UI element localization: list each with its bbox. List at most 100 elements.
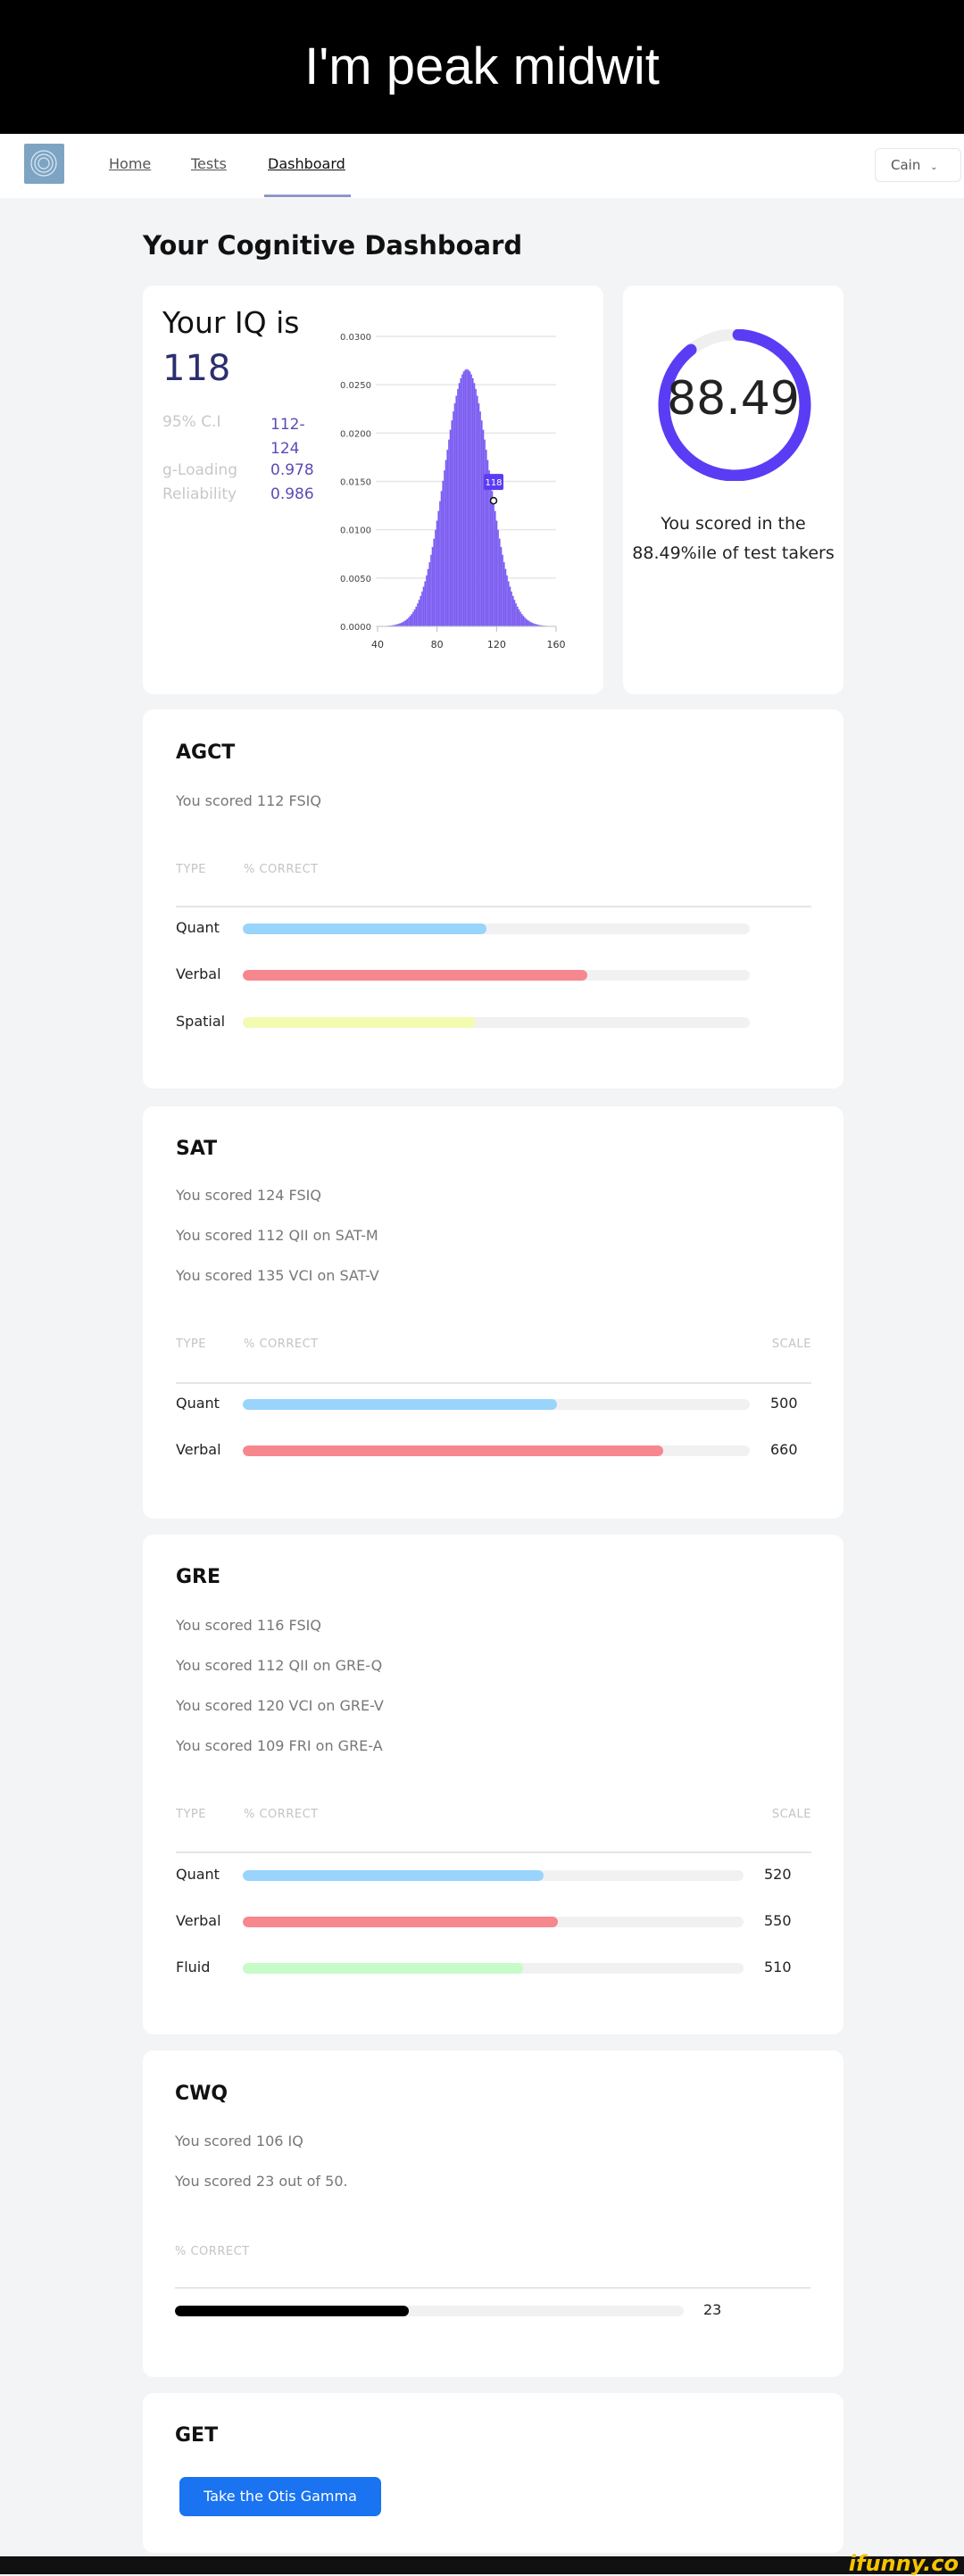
meme-caption: I'm peak midwit bbox=[0, 0, 964, 134]
y-tick-label: 0.0250 bbox=[340, 381, 371, 391]
distribution-bar bbox=[441, 491, 443, 626]
y-tick-label: 0.0000 bbox=[340, 623, 371, 633]
percentile-text-1: You scored in the bbox=[623, 514, 844, 534]
distribution-bar bbox=[461, 378, 462, 626]
distribution-bar bbox=[528, 621, 530, 626]
nav-tests[interactable]: Tests bbox=[191, 155, 227, 172]
distribution-bar bbox=[519, 609, 520, 626]
distribution-bar bbox=[526, 619, 528, 626]
progress-cwq bbox=[175, 2306, 684, 2316]
col-scale: SCALE bbox=[768, 1338, 811, 1351]
nav-dashboard[interactable]: Dashboard bbox=[268, 155, 345, 172]
gloading-value: 0.978 bbox=[270, 461, 314, 479]
y-tick-label: 0.0200 bbox=[340, 429, 371, 439]
divider bbox=[176, 906, 811, 907]
distribution-bar bbox=[517, 607, 519, 626]
distribution-bar bbox=[459, 383, 461, 626]
gre-card: GRE You scored 116 FSIQ You scored 112 Q… bbox=[143, 1535, 844, 2034]
sat-title: SAT bbox=[176, 1138, 217, 1160]
x-tick-label: 160 bbox=[547, 639, 566, 650]
y-tick-label: 0.0300 bbox=[340, 333, 371, 343]
distribution-bar bbox=[412, 612, 414, 626]
distribution-bar bbox=[472, 378, 474, 626]
distribution-bar bbox=[474, 383, 476, 626]
sat-line: You scored 112 QII on SAT-M bbox=[176, 1227, 378, 1244]
distribution-bar bbox=[452, 420, 453, 626]
distribution-bar bbox=[405, 620, 407, 626]
gre-line: You scored 109 FRI on GRE-A bbox=[176, 1737, 383, 1754]
distribution-bar bbox=[416, 607, 418, 626]
distribution-bar bbox=[411, 614, 413, 626]
agct-title: AGCT bbox=[176, 741, 235, 764]
watermark-bar: ifunny.co bbox=[0, 2556, 964, 2574]
scale-value: 500 bbox=[770, 1395, 798, 1412]
distribution-bar bbox=[447, 450, 449, 626]
progress-fill bbox=[243, 1399, 557, 1410]
distribution-bar bbox=[420, 596, 422, 626]
gloading-label: g-Loading bbox=[162, 461, 237, 479]
distribution-bar bbox=[445, 460, 447, 626]
distribution-bar bbox=[478, 403, 480, 626]
progress-quant bbox=[243, 1399, 750, 1410]
distribution-bar bbox=[475, 389, 477, 626]
progress-fill bbox=[243, 1445, 663, 1456]
distribution-bar bbox=[512, 596, 514, 626]
x-tick-label: 120 bbox=[487, 639, 506, 650]
progress-verbal bbox=[243, 1445, 750, 1456]
distribution-bar bbox=[488, 470, 490, 626]
distribution-bar bbox=[530, 622, 532, 626]
distribution-bar bbox=[484, 440, 486, 626]
sat-line: You scored 124 FSIQ bbox=[176, 1187, 321, 1204]
progress-spatial bbox=[243, 1017, 750, 1028]
agct-card: AGCT You scored 112 FSIQ TYPE % CORRECT … bbox=[143, 709, 844, 1089]
distribution-bar bbox=[523, 616, 525, 626]
distribution-bar bbox=[470, 371, 471, 626]
gre-line: You scored 116 FSIQ bbox=[176, 1617, 321, 1634]
x-tick-label: 40 bbox=[371, 639, 384, 650]
user-name: Cain bbox=[891, 157, 920, 173]
percentile-text-2: 88.49%ile of test takers bbox=[623, 543, 844, 563]
distribution-bar bbox=[519, 612, 521, 626]
x-tick-label: 80 bbox=[431, 639, 444, 650]
cwq-line: You scored 106 IQ bbox=[175, 2133, 303, 2149]
distribution-bar bbox=[410, 616, 411, 626]
distribution-bar bbox=[435, 530, 436, 626]
distribution-bar bbox=[407, 619, 409, 626]
logo[interactable] bbox=[24, 144, 64, 184]
progress-verbal bbox=[243, 1917, 744, 1927]
distribution-bar bbox=[521, 614, 523, 626]
progress-quant bbox=[243, 924, 750, 934]
progress-fill bbox=[243, 1963, 523, 1974]
divider bbox=[175, 2287, 810, 2289]
score-marker bbox=[491, 498, 497, 504]
take-otis-gamma-button[interactable]: Take the Otis Gamma bbox=[179, 2477, 381, 2516]
user-menu-button[interactable]: Cain ⌄ bbox=[875, 148, 961, 182]
cwq-line: You scored 23 out of 50. bbox=[175, 2173, 348, 2190]
row-label: Fluid bbox=[176, 1959, 210, 1975]
navbar: Home Tests Dashboard Cain ⌄ bbox=[0, 134, 964, 198]
distribution-bar bbox=[428, 569, 429, 626]
distribution-bar bbox=[454, 403, 456, 626]
distribution-bar bbox=[419, 600, 420, 626]
marker-label: 118 bbox=[485, 478, 502, 488]
get-title: GET bbox=[175, 2424, 218, 2447]
distribution-bar bbox=[450, 430, 452, 626]
gre-title: GRE bbox=[176, 1566, 220, 1588]
distribution-bar bbox=[494, 511, 496, 626]
ci-label: 95% C.I bbox=[162, 413, 220, 431]
row-label: Verbal bbox=[176, 1441, 221, 1458]
chevron-down-icon: ⌄ bbox=[930, 162, 937, 172]
row-label: Quant bbox=[176, 919, 220, 936]
distribution-bar bbox=[421, 592, 423, 626]
distribution-bar bbox=[434, 539, 436, 626]
y-tick-label: 0.0050 bbox=[340, 575, 371, 584]
nav-home[interactable]: Home bbox=[109, 155, 151, 172]
percentile-card: 88.49 You scored in the 88.49%ile of tes… bbox=[623, 286, 844, 694]
distribution-bar bbox=[403, 621, 405, 626]
agct-line: You scored 112 FSIQ bbox=[176, 792, 321, 809]
distribution-bar bbox=[453, 411, 454, 626]
cwq-value: 23 bbox=[703, 2301, 721, 2318]
divider bbox=[176, 1851, 811, 1853]
progress-quant bbox=[243, 1870, 744, 1881]
distribution-bar bbox=[417, 603, 419, 626]
